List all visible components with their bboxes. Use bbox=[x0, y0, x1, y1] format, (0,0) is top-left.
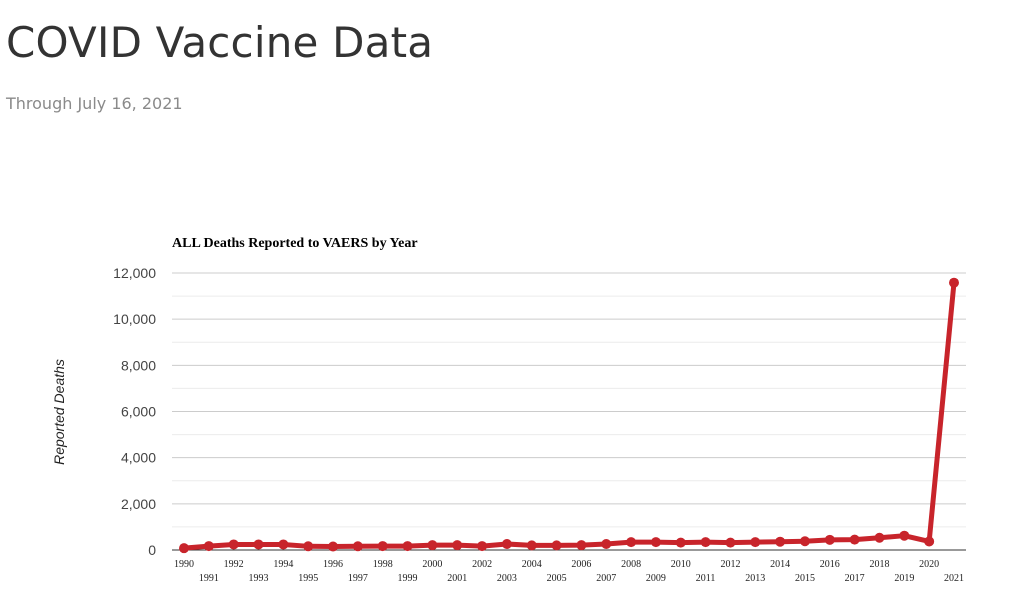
x-tick-label: 2016 bbox=[820, 559, 840, 570]
data-point bbox=[725, 537, 736, 548]
x-tick-label: 2018 bbox=[869, 559, 889, 570]
x-tick-label: 2021 bbox=[944, 573, 964, 584]
data-point bbox=[576, 540, 587, 551]
x-tick-label: 1995 bbox=[298, 573, 318, 584]
data-point bbox=[452, 540, 463, 551]
data-point bbox=[228, 539, 239, 550]
y-tick-label: 2,000 bbox=[121, 496, 156, 512]
y-tick-label: 10,000 bbox=[113, 311, 156, 327]
x-tick-label: 2000 bbox=[422, 559, 442, 570]
data-point bbox=[949, 277, 959, 288]
x-tick-label: 2020 bbox=[919, 559, 939, 570]
x-tick-label: 2012 bbox=[720, 559, 740, 570]
data-point bbox=[427, 540, 438, 551]
data-point bbox=[377, 541, 388, 552]
x-tick-label: 2005 bbox=[547, 573, 567, 584]
y-tick-label: 12,000 bbox=[113, 265, 156, 281]
x-tick-label: 1993 bbox=[249, 573, 269, 584]
data-point bbox=[402, 541, 413, 552]
data-point bbox=[626, 537, 637, 548]
x-tick-label: 2001 bbox=[447, 573, 467, 584]
data-point bbox=[750, 537, 761, 548]
x-axis-ticks: 1990 1991 1992 1993 1994 1995 1996 1997 1998 1999… bbox=[174, 559, 964, 584]
data-point bbox=[824, 534, 835, 545]
chart-title: ALL Deaths Reported to VAERS by Year bbox=[172, 236, 418, 251]
data-point bbox=[849, 534, 860, 545]
y-tick-label: 4,000 bbox=[121, 450, 156, 466]
data-point bbox=[278, 539, 289, 550]
x-tick-label: 2003 bbox=[497, 573, 517, 584]
x-tick-label: 1999 bbox=[398, 573, 418, 584]
data-point bbox=[477, 541, 488, 552]
data-point bbox=[924, 536, 935, 547]
x-tick-label: 2009 bbox=[646, 573, 666, 584]
data-point bbox=[700, 537, 711, 548]
x-tick-label: 2010 bbox=[671, 559, 691, 570]
series-line bbox=[181, 280, 957, 551]
data-point bbox=[601, 538, 612, 549]
data-point bbox=[650, 537, 661, 548]
data-point bbox=[675, 537, 686, 548]
y-tick-label: 8,000 bbox=[121, 357, 156, 373]
x-tick-label: 2014 bbox=[770, 559, 790, 570]
x-tick-label: 2007 bbox=[596, 573, 616, 584]
page-title: COVID Vaccine Data bbox=[6, 18, 434, 67]
x-tick-label: 1994 bbox=[273, 559, 293, 570]
x-tick-label: 1992 bbox=[224, 559, 244, 570]
data-point bbox=[328, 541, 339, 552]
data-point bbox=[179, 543, 189, 554]
x-tick-label: 1996 bbox=[323, 559, 343, 570]
x-tick-label: 2002 bbox=[472, 559, 492, 570]
data-point bbox=[526, 540, 537, 551]
data-point bbox=[501, 538, 512, 549]
chart-series bbox=[179, 277, 959, 554]
x-tick-label: 1990 bbox=[174, 559, 194, 570]
x-tick-label: 1991 bbox=[199, 573, 219, 584]
data-point bbox=[899, 530, 910, 541]
x-tick-label: 2008 bbox=[621, 559, 641, 570]
y-tick-label: 6,000 bbox=[121, 404, 156, 420]
x-tick-label: 1997 bbox=[348, 573, 368, 584]
page-subtitle: Through July 16, 2021 bbox=[6, 94, 183, 113]
data-point bbox=[551, 540, 562, 551]
y-axis-label: Reported Deaths bbox=[51, 359, 67, 465]
x-tick-label: 1998 bbox=[373, 559, 393, 570]
data-point bbox=[352, 541, 363, 552]
x-tick-label: 2017 bbox=[845, 573, 865, 584]
x-tick-label: 2013 bbox=[745, 573, 765, 584]
data-point bbox=[203, 541, 214, 552]
x-tick-label: 2004 bbox=[522, 559, 542, 570]
y-axis-ticks: 0 2,000 4,000 6,000 8,000 10,000 12,000 bbox=[113, 265, 156, 558]
data-point bbox=[775, 536, 786, 547]
y-tick-label: 0 bbox=[148, 542, 156, 558]
x-tick-label: 2019 bbox=[894, 573, 914, 584]
x-tick-label: 2011 bbox=[696, 573, 716, 584]
data-point bbox=[253, 539, 264, 550]
chart-grid bbox=[172, 272, 966, 528]
data-point bbox=[303, 541, 314, 552]
data-point bbox=[874, 532, 885, 543]
x-tick-label: 2006 bbox=[571, 559, 591, 570]
x-tick-label: 2015 bbox=[795, 573, 815, 584]
data-point bbox=[799, 536, 810, 547]
